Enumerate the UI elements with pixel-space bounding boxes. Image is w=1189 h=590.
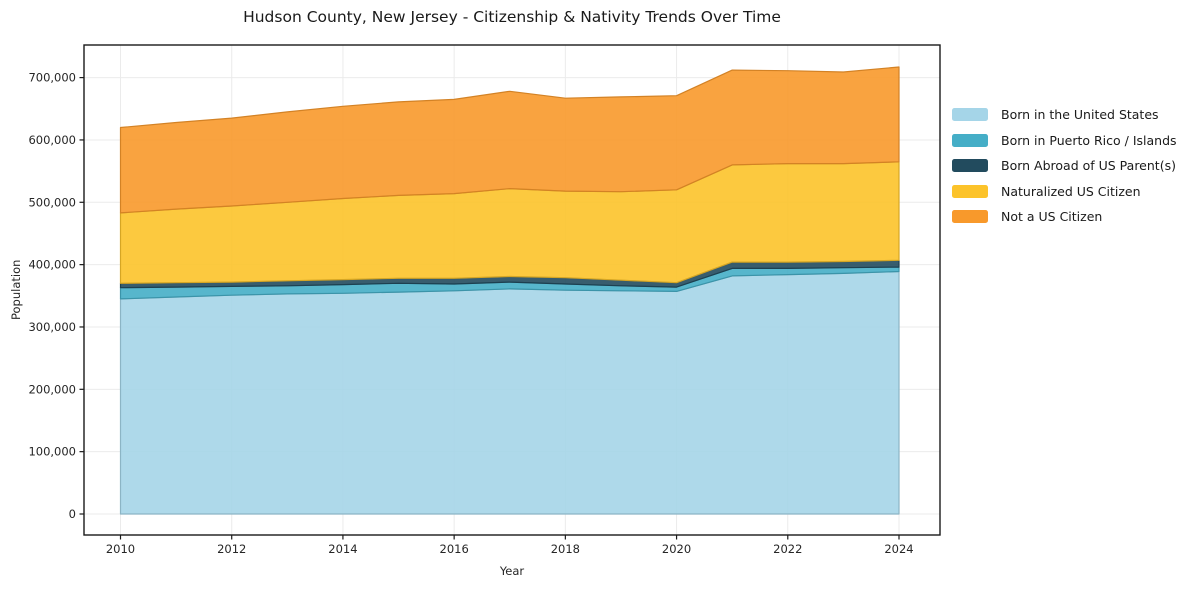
y-tick-label: 300,000	[28, 320, 76, 334]
x-tick-label: 2016	[440, 542, 469, 556]
legend-label: Not a US Citizen	[1001, 209, 1103, 225]
legend-swatch-icon	[952, 108, 988, 122]
legend-swatch-icon	[952, 210, 988, 224]
legend-swatch-icon	[952, 159, 988, 173]
legend-label: Born Abroad of US Parent(s)	[1001, 158, 1176, 174]
legend-swatch-icon	[952, 133, 988, 147]
legend-item-born-in-puerto-rico-islands: Born in Puerto Rico / Islands	[952, 128, 1177, 154]
legend-item-naturalized-us-citizen: Naturalized US Citizen	[952, 179, 1177, 205]
x-tick-label: 2020	[662, 542, 691, 556]
legend-label: Naturalized US Citizen	[1001, 183, 1141, 199]
x-tick-label: 2010	[106, 542, 135, 556]
legend-label: Born in Puerto Rico / Islands	[1001, 132, 1177, 148]
x-tick-label: 2014	[328, 542, 357, 556]
y-tick-label: 400,000	[28, 258, 76, 272]
area-not-a-us-citizen	[119, 66, 900, 214]
y-tick-label: 600,000	[28, 133, 76, 147]
legend-item-not-a-us-citizen: Not a US Citizen	[952, 204, 1177, 230]
y-tick-label: 700,000	[28, 71, 76, 85]
y-tick-label: 200,000	[28, 382, 76, 396]
x-tick-label: 2018	[551, 542, 580, 556]
legend: Born in the United States Born in Puerto …	[952, 102, 1177, 230]
y-tick-label: 0	[69, 507, 76, 521]
plot-border	[83, 44, 941, 536]
area-born-in-the-united-states	[119, 270, 900, 515]
x-tick-label: 2012	[217, 542, 246, 556]
y-tick-label: 100,000	[28, 445, 76, 459]
x-tick-label: 2022	[773, 542, 802, 556]
legend-swatch-icon	[952, 184, 988, 198]
legend-label: Born in the United States	[1001, 107, 1159, 123]
chart-title: Hudson County, New Jersey - Citizenship …	[243, 8, 781, 26]
x-axis-label: Year	[499, 564, 525, 578]
y-tick-label: 500,000	[28, 195, 76, 209]
y-axis-label: Population	[9, 259, 23, 321]
legend-item-born-in-the-united-states: Born in the United States	[952, 102, 1177, 128]
x-tick-label: 2024	[884, 542, 913, 556]
legend-item-born-abroad-of-us-parent-s: Born Abroad of US Parent(s)	[952, 153, 1177, 179]
